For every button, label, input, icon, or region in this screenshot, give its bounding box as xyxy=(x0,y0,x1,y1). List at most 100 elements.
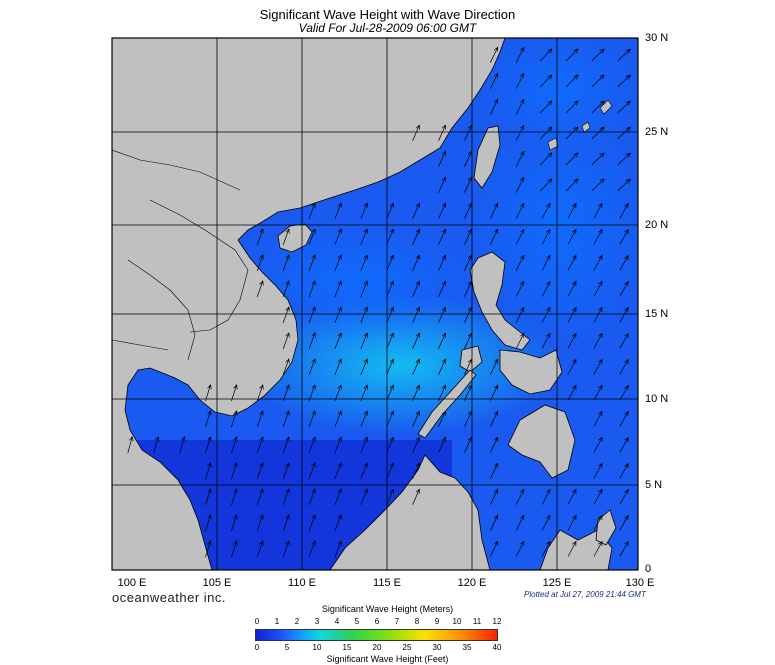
wave-direction-arrow xyxy=(308,202,316,220)
wave-direction-arrow xyxy=(619,514,629,531)
wave-direction-arrow xyxy=(412,124,420,141)
wave-direction-arrow xyxy=(617,178,631,192)
wave-direction-arrow xyxy=(282,228,290,246)
lat-label-10n: 10 N xyxy=(645,393,669,405)
wave-direction-arrow xyxy=(515,98,525,115)
wave-direction-arrow xyxy=(412,280,420,297)
wave-direction-arrow xyxy=(438,410,446,427)
visayas-islands xyxy=(499,349,563,395)
wave-direction-arrow xyxy=(619,306,629,323)
wave-direction-arrow xyxy=(515,46,525,63)
mindoro-island xyxy=(459,345,483,373)
wave-direction-arrow xyxy=(334,540,342,558)
wave-direction-arrow xyxy=(282,384,290,402)
wave-direction-arrow xyxy=(539,100,553,114)
lat-label-30n: 30 N xyxy=(645,32,669,44)
wave-direction-arrow xyxy=(438,358,446,375)
wave-direction-arrow xyxy=(593,254,603,271)
wave-direction-arrow xyxy=(282,514,290,532)
legend-meters-tick: 10 xyxy=(452,617,462,626)
wave-direction-arrow xyxy=(256,436,264,454)
wave-direction-arrow xyxy=(438,280,446,297)
wave-direction-arrow xyxy=(282,462,290,480)
wave-direction-arrow xyxy=(231,514,238,532)
ryukyu-islands xyxy=(547,99,613,151)
wave-direction-arrow xyxy=(539,152,553,166)
wave-direction-arrow xyxy=(541,202,551,219)
legend-feet-tick: 5 xyxy=(284,643,290,652)
legend-meters-tick: 9 xyxy=(434,617,440,626)
legend-feet-title: Significant Wave Height (Feet) xyxy=(326,654,449,664)
wave-direction-arrow xyxy=(539,74,553,88)
wave-direction-arrow xyxy=(386,358,394,375)
lon-label-100e: 100 E xyxy=(117,577,147,589)
wave-direction-arrow xyxy=(464,202,472,219)
wave-direction-arrow xyxy=(565,126,579,140)
wave-direction-arrow xyxy=(464,410,472,427)
legend-meters-tick: 0 xyxy=(254,617,260,626)
wave-direction-arrow xyxy=(256,228,264,246)
wave-direction-arrow xyxy=(438,176,446,193)
legend-feet-tick: 25 xyxy=(402,643,412,652)
wave-direction-arrow xyxy=(489,540,499,557)
lat-label-15n: 15 N xyxy=(645,308,669,320)
legend-meters-tick: 5 xyxy=(354,617,360,626)
wave-direction-arrow xyxy=(593,410,603,427)
wave-direction-arrow xyxy=(489,384,499,401)
wave-direction-arrow xyxy=(565,100,579,114)
wave-direction-arrow xyxy=(619,436,629,453)
legend-feet-tick: 20 xyxy=(372,643,382,652)
wave-direction-arrow xyxy=(593,228,603,245)
wave-direction-arrow xyxy=(282,436,290,454)
legend-meters-tick: 2 xyxy=(294,617,300,626)
wave-direction-arrow xyxy=(438,202,446,219)
wave-direction-arrow xyxy=(464,228,472,245)
wave-direction-arrow xyxy=(334,332,342,350)
wave-direction-arrow xyxy=(619,384,629,401)
wave-direction-arrow xyxy=(205,384,212,402)
lat-lon-grid xyxy=(112,38,638,570)
wave-direction-arrow xyxy=(205,488,212,506)
wave-direction-arrow xyxy=(308,280,316,298)
wave-direction-arrow xyxy=(412,202,420,219)
wave-direction-arrow xyxy=(282,410,290,428)
wave-direction-arrow xyxy=(438,384,446,401)
borneo-island xyxy=(329,454,491,570)
wave-direction-arrow xyxy=(386,384,394,401)
wave-direction-arrow xyxy=(541,540,551,557)
legend-feet-tick: 15 xyxy=(342,643,352,652)
wave-direction-arrow xyxy=(515,228,525,245)
wave-direction-arrow xyxy=(619,254,629,271)
wave-direction-arrow xyxy=(334,306,342,324)
wave-direction-arrow xyxy=(334,410,342,428)
wave-direction-arrow xyxy=(282,280,290,298)
wave-direction-arrow xyxy=(282,358,290,376)
wave-direction-arrow xyxy=(231,384,238,402)
wave-direction-arrow xyxy=(567,280,577,297)
wave-direction-arrow xyxy=(412,462,420,479)
wave-direction-arrow xyxy=(231,540,238,558)
wave-direction-arrow xyxy=(153,436,160,454)
wave-direction-arrow xyxy=(619,358,629,375)
wave-direction-arrow xyxy=(567,514,577,531)
wave-direction-arrow xyxy=(539,178,553,192)
wave-direction-arrow xyxy=(412,332,420,349)
wave-direction-arrow xyxy=(591,152,605,166)
legend-meters-title: Significant Wave Height (Meters) xyxy=(321,604,454,614)
wave-direction-arrow xyxy=(593,462,603,479)
wave-direction-arrow xyxy=(515,306,525,323)
wave-direction-arrow xyxy=(617,152,631,166)
wave-direction-arrow xyxy=(205,462,212,480)
wave-direction-arrow xyxy=(386,462,394,479)
wave-direction-arrow xyxy=(360,254,368,272)
wave-direction-arrow xyxy=(541,488,551,505)
lon-label-115e: 115 E xyxy=(373,577,401,589)
wave-mid-zone xyxy=(240,220,480,340)
wave-direction-arrow xyxy=(360,202,368,220)
wave-direction-arrow xyxy=(412,228,420,245)
wave-direction-arrow xyxy=(438,332,446,349)
map-frame xyxy=(111,37,639,571)
wave-direction-arrow xyxy=(593,358,603,375)
wave-direction-arrow xyxy=(515,72,525,89)
